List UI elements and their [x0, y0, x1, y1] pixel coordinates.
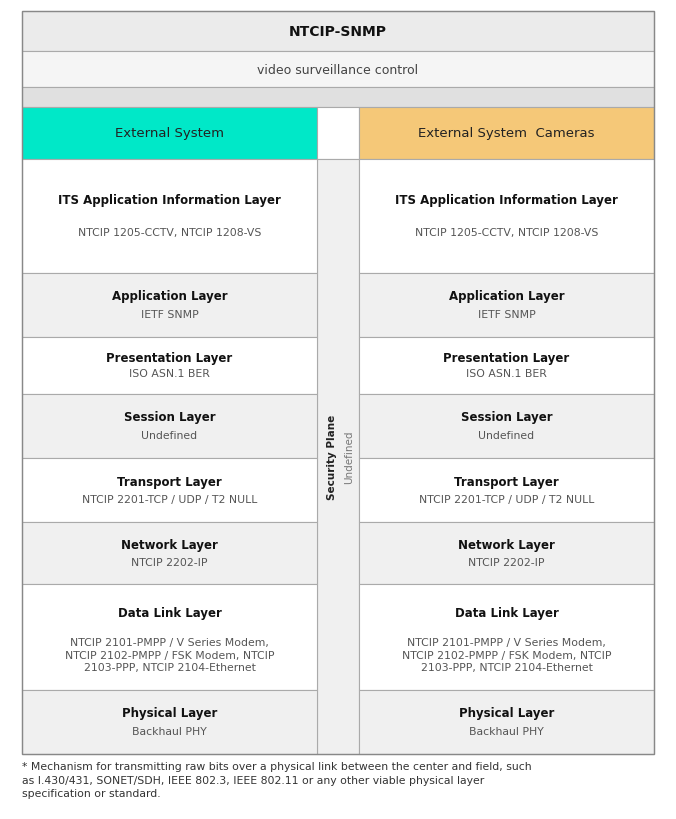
Text: ISO ASN.1 BER: ISO ASN.1 BER — [129, 369, 210, 379]
Bar — [22, 108, 317, 160]
Text: IETF SNMP: IETF SNMP — [141, 310, 198, 319]
Text: Presentation Layer: Presentation Layer — [443, 351, 570, 364]
Text: Application Layer: Application Layer — [449, 290, 564, 303]
Bar — [359, 108, 654, 160]
Text: Presentation Layer: Presentation Layer — [106, 351, 233, 364]
Bar — [22, 274, 317, 337]
Text: Data Link Layer: Data Link Layer — [118, 606, 222, 619]
Bar — [22, 394, 317, 459]
Text: Undefined: Undefined — [141, 430, 197, 441]
Bar — [22, 337, 317, 394]
Text: NTCIP 2202-IP: NTCIP 2202-IP — [468, 557, 545, 567]
Bar — [22, 523, 317, 584]
Bar — [22, 160, 317, 274]
Bar — [22, 690, 317, 754]
Text: Undefined: Undefined — [479, 430, 535, 441]
Bar — [22, 88, 654, 108]
Text: Transport Layer: Transport Layer — [454, 475, 559, 488]
Text: NTCIP 2101-PMPP / V Series Modem,
NTCIP 2102-PMPP / FSK Modem, NTCIP
2103-PPP, N: NTCIP 2101-PMPP / V Series Modem, NTCIP … — [65, 637, 274, 672]
Text: Backhaul PHY: Backhaul PHY — [132, 726, 207, 736]
Text: Application Layer: Application Layer — [112, 290, 227, 303]
Text: video surveillance control: video surveillance control — [258, 63, 418, 76]
Text: NTCIP 2201-TCP / UDP / T2 NULL: NTCIP 2201-TCP / UDP / T2 NULL — [82, 495, 257, 505]
Bar — [359, 523, 654, 584]
Text: Physical Layer: Physical Layer — [459, 707, 554, 719]
Bar — [359, 337, 654, 394]
Text: NTCIP 1205-CCTV, NTCIP 1208-VS: NTCIP 1205-CCTV, NTCIP 1208-VS — [415, 228, 598, 238]
Text: NTCIP 2202-IP: NTCIP 2202-IP — [131, 557, 208, 567]
Text: NTCIP-SNMP: NTCIP-SNMP — [289, 25, 387, 39]
Text: Transport Layer: Transport Layer — [117, 475, 222, 488]
Bar — [359, 274, 654, 337]
Text: ITS Application Information Layer: ITS Application Information Layer — [58, 194, 281, 207]
Text: NTCIP 2101-PMPP / V Series Modem,
NTCIP 2102-PMPP / FSK Modem, NTCIP
2103-PPP, N: NTCIP 2101-PMPP / V Series Modem, NTCIP … — [402, 637, 611, 672]
Bar — [359, 394, 654, 459]
Bar — [359, 160, 654, 274]
Text: Data Link Layer: Data Link Layer — [454, 606, 558, 619]
Text: Undefined: Undefined — [344, 430, 354, 484]
Text: Session Layer: Session Layer — [460, 411, 552, 424]
Text: Physical Layer: Physical Layer — [122, 707, 217, 719]
Bar — [359, 584, 654, 690]
Bar — [22, 12, 654, 52]
Bar — [359, 690, 654, 754]
Text: External System: External System — [115, 127, 224, 140]
Text: * Mechanism for transmitting raw bits over a physical link between the center an: * Mechanism for transmitting raw bits ov… — [22, 761, 531, 799]
Text: Backhaul PHY: Backhaul PHY — [469, 726, 544, 736]
Bar — [359, 459, 654, 523]
Text: ITS Application Information Layer: ITS Application Information Layer — [395, 194, 618, 207]
Text: Session Layer: Session Layer — [124, 411, 216, 424]
Text: Network Layer: Network Layer — [458, 538, 555, 551]
Text: IETF SNMP: IETF SNMP — [478, 310, 535, 319]
Text: NTCIP 1205-CCTV, NTCIP 1208-VS: NTCIP 1205-CCTV, NTCIP 1208-VS — [78, 228, 261, 238]
Text: External System  Cameras: External System Cameras — [418, 127, 595, 140]
Text: Security Plane: Security Plane — [327, 414, 337, 500]
Bar — [22, 584, 317, 690]
Text: Network Layer: Network Layer — [121, 538, 218, 551]
Text: ISO ASN.1 BER: ISO ASN.1 BER — [466, 369, 547, 379]
Bar — [317, 160, 359, 754]
Bar — [22, 52, 654, 88]
Text: NTCIP 2201-TCP / UDP / T2 NULL: NTCIP 2201-TCP / UDP / T2 NULL — [419, 495, 594, 505]
Bar — [22, 459, 317, 523]
Bar — [317, 108, 359, 160]
